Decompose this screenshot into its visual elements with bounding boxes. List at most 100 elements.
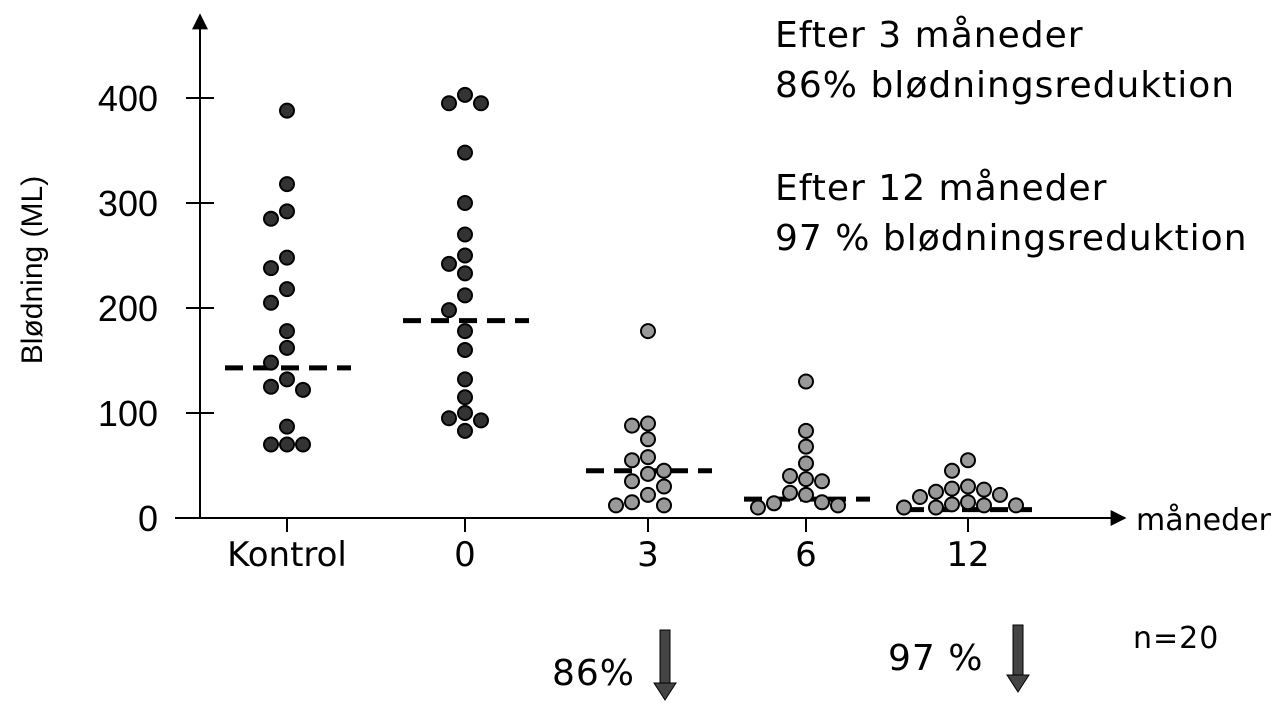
x-tick-label: 6 (795, 535, 817, 575)
data-point (457, 405, 473, 421)
data-point (960, 452, 976, 469)
data-point (457, 287, 473, 304)
y-tick-label: 400 (98, 78, 158, 119)
data-point (295, 381, 311, 398)
data-point (782, 468, 798, 484)
x-axis-label: måneder (1136, 503, 1272, 538)
data-points (263, 86, 1024, 516)
data-point (263, 436, 279, 453)
data-point (263, 260, 279, 277)
data-point (624, 473, 640, 490)
data-point (928, 483, 944, 500)
data-point (624, 452, 640, 469)
data-point (782, 484, 798, 501)
y-tick-label: 200 (98, 288, 158, 329)
y-tick-label: 300 (98, 183, 158, 224)
x-ticks: Kontrol 0 3 6 12 (227, 518, 990, 575)
data-point (441, 95, 457, 112)
data-point (457, 342, 473, 358)
data-point (656, 478, 672, 495)
data-point (279, 418, 295, 435)
data-point (640, 415, 656, 432)
data-point (798, 455, 814, 472)
data-point (1008, 497, 1024, 514)
data-point (766, 495, 782, 512)
data-point (928, 499, 944, 516)
y-tick-label: 100 (98, 393, 158, 434)
data-point (992, 486, 1008, 503)
data-point (441, 410, 457, 427)
data-point (814, 494, 830, 511)
down-arrow-icon (1006, 624, 1030, 693)
data-point (263, 294, 279, 311)
data-point (457, 371, 473, 388)
data-point (640, 431, 656, 448)
data-point (457, 323, 473, 340)
x-tick-label: 3 (637, 535, 659, 575)
data-point (960, 478, 976, 495)
data-point (457, 247, 473, 264)
data-point (976, 481, 992, 498)
reduction-3-label: 86% (552, 653, 636, 694)
data-point (608, 497, 624, 514)
data-point (656, 462, 672, 479)
data-point (457, 422, 473, 439)
data-point (640, 465, 656, 482)
data-point (457, 226, 473, 243)
data-point (263, 378, 279, 395)
data-point (944, 462, 960, 479)
data-point (814, 473, 830, 490)
y-tick-label: 0 (138, 498, 158, 539)
data-point (624, 494, 640, 511)
reduction-12-label: 97 % (888, 638, 984, 679)
data-point (441, 255, 457, 272)
data-point (750, 499, 766, 516)
data-point (457, 144, 473, 161)
data-point (944, 496, 960, 513)
data-point (295, 436, 311, 453)
data-point (798, 486, 814, 503)
data-point (960, 494, 976, 511)
data-point (624, 417, 640, 434)
data-point (830, 497, 846, 514)
data-point (912, 489, 928, 505)
data-point (944, 480, 960, 497)
data-point (279, 339, 295, 356)
data-point (263, 354, 279, 371)
annotation-3-months-title: Efter 3 måneder (775, 15, 1084, 56)
data-point (457, 86, 473, 103)
y-ticks: 0 100 200 300 400 (98, 78, 214, 539)
data-point (457, 389, 473, 406)
data-point (798, 373, 814, 390)
data-point (279, 102, 295, 119)
data-point (457, 265, 473, 282)
data-point (640, 449, 656, 466)
data-point (798, 471, 814, 488)
data-point (473, 95, 489, 112)
data-point (656, 497, 672, 514)
data-point (279, 176, 295, 193)
data-point (279, 249, 295, 266)
data-point (798, 438, 814, 455)
x-tick-label: 0 (454, 535, 476, 575)
data-point (279, 281, 295, 298)
data-point (798, 422, 814, 439)
data-point (640, 486, 656, 503)
data-point (976, 497, 992, 514)
data-point (263, 210, 279, 227)
annotation-12-months-title: Efter 12 måneder (775, 168, 1108, 209)
sample-size-label: n=20 (1133, 621, 1220, 656)
x-tick-label: Kontrol (227, 535, 347, 575)
data-point (640, 323, 656, 340)
data-point (896, 499, 912, 516)
data-point (441, 302, 457, 319)
x-tick-label: 12 (946, 535, 989, 575)
data-point (457, 195, 473, 211)
data-point (279, 436, 295, 453)
y-axis-label: Blødning (ML) (16, 176, 49, 364)
down-arrow-icon (653, 629, 677, 701)
data-point (279, 203, 295, 220)
data-point (279, 371, 295, 388)
annotation-3-months-reduction: 86% blødningsreduktion (775, 65, 1236, 106)
